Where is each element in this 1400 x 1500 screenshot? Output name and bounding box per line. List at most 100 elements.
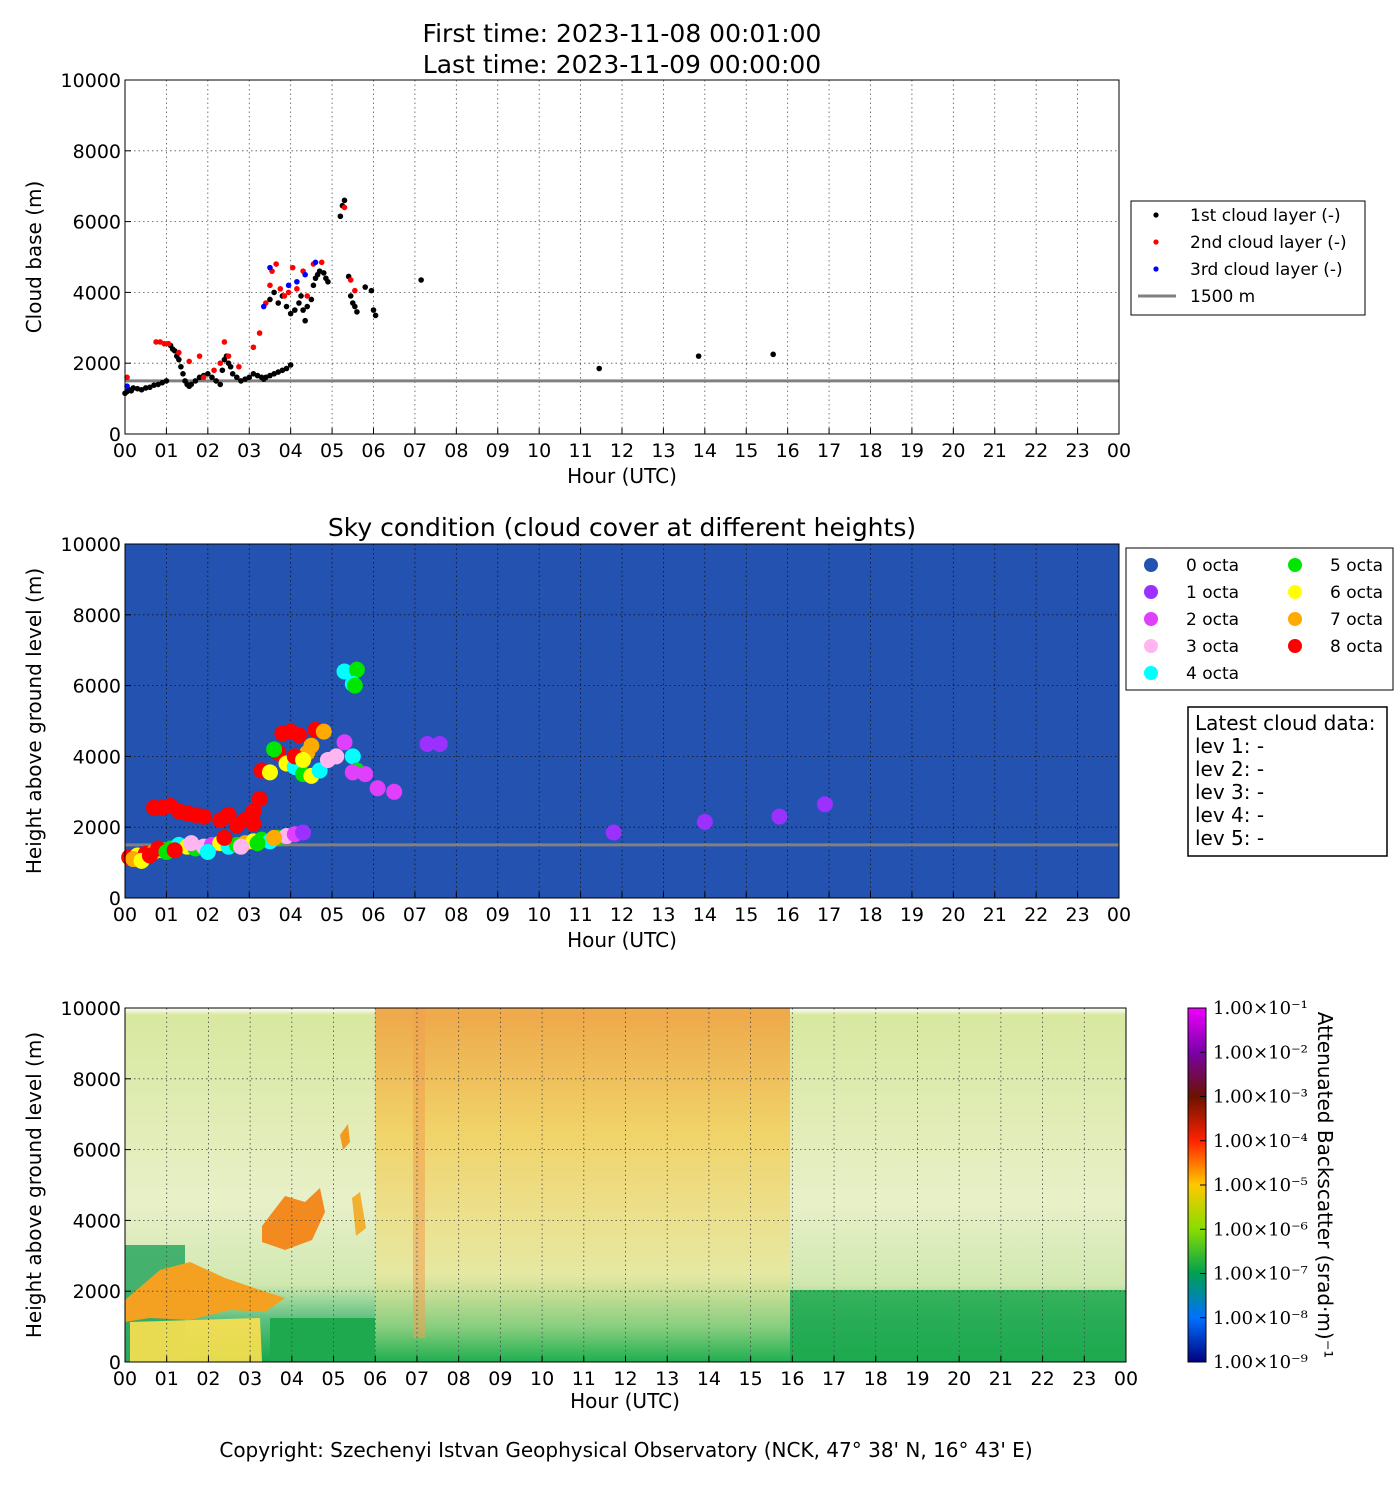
- y-tick-label: 2000: [73, 1281, 121, 1303]
- x-tick-label: 22: [1024, 904, 1048, 926]
- x-tick-label: 14: [693, 440, 717, 462]
- cloud-layer-1-point: [770, 351, 776, 358]
- x-tick-label: 08: [447, 1368, 471, 1390]
- cloud-layer-2-point: [236, 363, 242, 370]
- cloud-layer-1-point: [292, 307, 298, 313]
- legend-label-octa-0: 0 octa: [1186, 556, 1239, 576]
- x-tick-label: 21: [983, 440, 1007, 462]
- info-lev-3: lev 3: -: [1195, 780, 1264, 804]
- octa-3-point: [232, 838, 249, 855]
- cloud-layer-2-point: [281, 293, 288, 299]
- octa-2-point: [336, 734, 353, 751]
- cloud-layer-3-point: [260, 303, 267, 310]
- cloud-layer-1-point: [300, 307, 306, 313]
- octa-4-point: [344, 748, 361, 765]
- x-tick-label: 17: [817, 440, 841, 462]
- legend: 1st cloud layer (-) 2nd cloud layer (-) …: [1130, 200, 1366, 316]
- cloud-base-chart: 00 01 02 03 04 05 06 07 08 09 10 11 12 13 14 15 16 17 18 19…: [22, 70, 1366, 488]
- legend-marker-layer2: [1153, 239, 1159, 245]
- x-tick-label: 12: [613, 1368, 637, 1390]
- x-tick-label: 15: [739, 1368, 763, 1390]
- y-tick-label: 6000: [73, 212, 121, 234]
- y-tick-label: 2000: [73, 817, 121, 839]
- x-tick-label: 11: [572, 1368, 596, 1390]
- info-lev-4: lev 4: -: [1195, 803, 1264, 827]
- octa-3-point: [328, 748, 345, 765]
- cloud-layer-1-point: [596, 365, 603, 372]
- x-tick-label: 14: [693, 904, 717, 926]
- y-tick-label: 6000: [73, 1140, 121, 1162]
- cloud-layer-1-point: [298, 293, 304, 299]
- cloud-layer-1-point: [304, 303, 311, 310]
- late-boundary-layer: [790, 1290, 1126, 1362]
- x-tick-label: 21: [983, 904, 1007, 926]
- cloud-layer-1-point: [130, 385, 137, 391]
- cloud-layer-1-point: [695, 353, 702, 359]
- y-tick-label: 4000: [73, 282, 121, 304]
- octa-3-point: [183, 835, 200, 852]
- cloud-layer-1-point: [180, 371, 186, 377]
- y-tick-label: 10000: [61, 70, 121, 92]
- legend-marker-octa-8: [1288, 639, 1302, 653]
- x-tick-label: 21: [989, 1368, 1013, 1390]
- x-tick-label: 06: [361, 904, 385, 926]
- cloud-layer-1-point: [176, 356, 182, 363]
- cloud-layer-2-point: [250, 344, 257, 351]
- legend-marker-octa-6: [1288, 585, 1302, 599]
- copyright-text: Copyright: Szechenyi Istvan Geophysical …: [219, 1438, 1032, 1462]
- y-tick-label: 8000: [73, 605, 121, 627]
- octa-8-point: [195, 808, 212, 825]
- legend-label-octa-6: 6 octa: [1330, 583, 1383, 603]
- cloud-layer-1-point: [341, 197, 348, 204]
- cloud-layer-2-point: [294, 286, 300, 292]
- legend-marker-layer3: [1153, 266, 1159, 272]
- cloud-layer-2-point: [304, 293, 311, 299]
- octa-2-point: [369, 780, 386, 797]
- x-tick-label: 15: [734, 904, 758, 926]
- cloud-layer-1-point: [283, 303, 290, 310]
- octa-5-point: [266, 741, 283, 758]
- cloud-layer-2-point: [165, 340, 172, 347]
- octa-7-point: [303, 737, 320, 754]
- cloud-layer-1-point: [227, 363, 234, 370]
- x-tick-label: 11: [568, 904, 592, 926]
- info-lev-2: lev 2: -: [1195, 757, 1264, 781]
- sky-condition-chart: Sky condition (cloud cover at different …: [22, 513, 1394, 952]
- x-tick-label: 01: [154, 904, 178, 926]
- x-tick-label: 16: [776, 440, 800, 462]
- x-tick-label: 17: [817, 904, 841, 926]
- legend-label-octa-2: 2 octa: [1186, 610, 1239, 630]
- legend-label-octa-4: 4 octa: [1186, 664, 1239, 684]
- cloud-layer-1-point: [275, 300, 282, 306]
- cloud-layer-1-point: [347, 293, 354, 299]
- cloud-layer-2-point: [161, 340, 168, 347]
- legend-label-layer3: 3rd cloud layer (-): [1190, 260, 1343, 280]
- low-cloud-layer: [125, 1262, 285, 1322]
- x-tick-label: 22: [1024, 440, 1048, 462]
- legend-label-ref: 1500 m: [1190, 287, 1255, 307]
- cloud-layer-2-point: [318, 259, 325, 266]
- cloud-layer-1-point: [287, 362, 294, 368]
- x-tick-label: 03: [238, 1368, 262, 1390]
- x-tick-label: 00: [113, 440, 137, 462]
- x-tick-label: 04: [279, 904, 303, 926]
- cloud-layer-1-point: [192, 378, 199, 384]
- cloud-layer-1-point: [234, 374, 240, 381]
- daytime-backscatter-region: [375, 1008, 790, 1362]
- legend-marker-octa-0: [1144, 558, 1158, 572]
- x-tick-label: 04: [280, 1368, 304, 1390]
- cloud-layer-2-point: [196, 353, 203, 359]
- x-tick-label: 08: [444, 440, 468, 462]
- cloud-layer-2-point: [267, 282, 273, 289]
- octa-7-point: [266, 829, 283, 846]
- cloud-layer-1-point: [178, 363, 184, 370]
- legend-marker-octa-4: [1144, 666, 1158, 680]
- cloud-layer-1-point: [308, 296, 315, 303]
- legend-label-octa-3: 3 octa: [1186, 637, 1239, 657]
- cloud-layer-2-point: [347, 277, 354, 283]
- x-tick-label: 18: [858, 440, 882, 462]
- x-tick-label: 01: [155, 1368, 179, 1390]
- x-tick-label: 05: [321, 1368, 345, 1390]
- legend-marker-octa-3: [1144, 639, 1158, 653]
- octa-8-point: [245, 815, 262, 832]
